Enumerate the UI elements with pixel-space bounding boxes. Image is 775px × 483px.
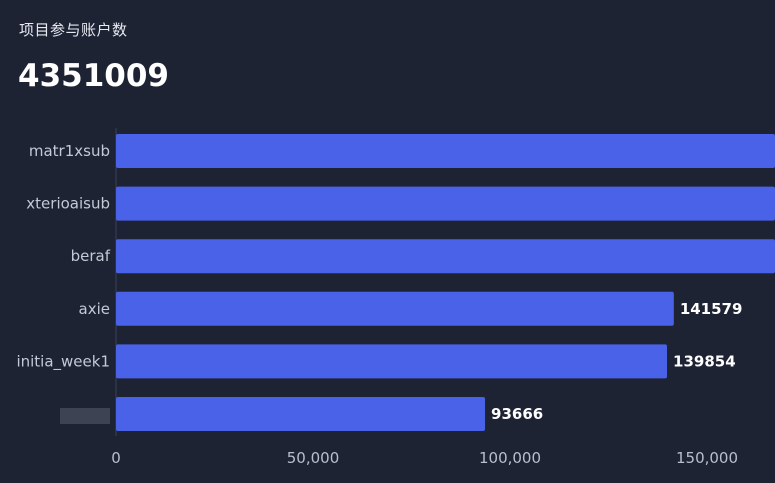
bar-axie[interactable] <box>116 291 674 326</box>
x-tick-label: 0 <box>111 449 121 467</box>
x-tick-label: 150,000 <box>676 449 738 467</box>
bar-xterioaisub[interactable] <box>116 186 775 221</box>
x-tick-label: 100,000 <box>479 449 541 467</box>
bar-matr1xsub[interactable] <box>116 134 775 168</box>
category-label: xterioaisub <box>26 195 110 213</box>
x-tick-label: 50,000 <box>287 449 340 467</box>
category-label: beraf <box>71 247 111 265</box>
bar-beraf[interactable] <box>116 239 775 274</box>
value-label: 139854 <box>673 352 736 370</box>
category-label: matr1xsub <box>29 142 110 160</box>
category-label: initia_week1 <box>16 352 110 371</box>
bar-redacted[interactable] <box>116 397 486 431</box>
redacted-label <box>60 408 110 424</box>
chart-title: 项目参与账户数 <box>19 21 128 39</box>
bar-initia_week1[interactable] <box>116 344 668 379</box>
value-label: 141579 <box>680 300 743 318</box>
total-accounts-value: 4351009 <box>18 58 169 94</box>
value-label: 93666 <box>491 405 543 423</box>
category-label: axie <box>79 300 110 318</box>
